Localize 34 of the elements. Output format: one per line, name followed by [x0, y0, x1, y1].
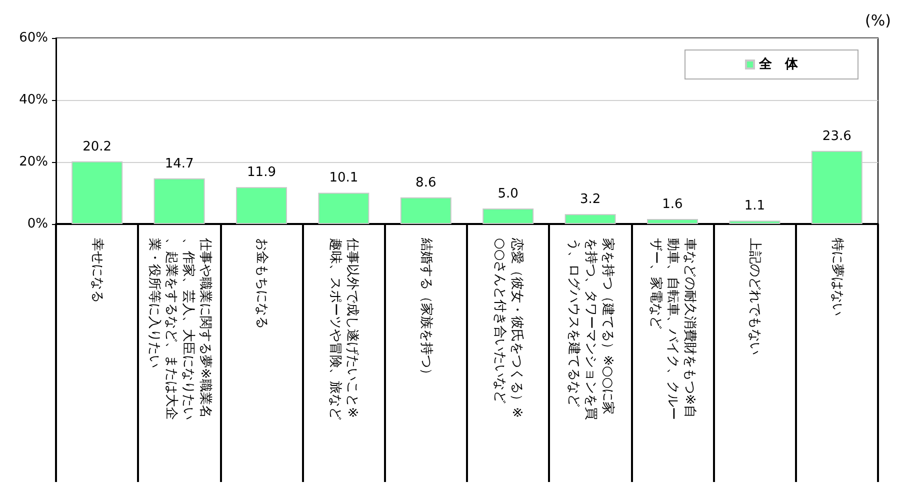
legend-label: 全 体 — [758, 57, 799, 72]
data-label: 20.2 — [82, 139, 112, 154]
bar — [729, 220, 780, 224]
data-label: 1.6 — [662, 197, 683, 212]
data-label: 23.6 — [822, 128, 852, 144]
bar — [564, 214, 616, 224]
bar — [236, 187, 287, 224]
x-tick-label: お金もちになる — [254, 238, 269, 329]
data-label: 8.6 — [416, 175, 436, 190]
bar — [482, 208, 534, 224]
y-tick-label: 60% — [19, 30, 48, 46]
y-tick-label: 20% — [19, 154, 48, 170]
x-tick-label: 家を持つ（建てる）※○○に家を持つ、タワーマンションを買う、ログハウスを建てるなど — [566, 238, 616, 420]
data-label: 1.1 — [744, 198, 766, 214]
data-label: 3.2 — [580, 192, 601, 208]
x-tick-label: 仕事や職業に関する夢※職業名、作家、芸人、大臣になりたい、起業をするなど、または大企業・役所等に入りたい — [146, 237, 212, 420]
y-tick-label: 0% — [27, 216, 48, 232]
x-tick-label: 車などの耐久消費財をもつ※自動車、自転車、バイク、クルーザー、家電など — [648, 238, 697, 420]
bar — [400, 197, 452, 224]
y-tick-label: 40% — [19, 92, 48, 108]
x-tick-label: 上記のどれでもない — [747, 238, 762, 355]
x-tick-label: 結婚する（家族を持つ） — [418, 237, 434, 381]
bar — [647, 219, 698, 224]
x-tick-label: 幸せになる — [90, 238, 105, 303]
bar — [318, 192, 370, 224]
y-axis-title: (%) — [865, 12, 892, 30]
x-tick-label: 仕事以外で成し遂げたいこと※趣味、スポーツや冒険、旅など — [328, 237, 360, 420]
data-label: 11.9 — [247, 165, 276, 180]
bar — [154, 178, 205, 224]
data-label: 5.0 — [498, 186, 518, 202]
x-tick-label: 恋愛（彼女・彼氏をつくる）※○○さんと付き合いたいなど — [492, 237, 526, 418]
data-label: 10.1 — [329, 170, 358, 186]
data-label: 14.7 — [164, 156, 194, 172]
x-tick-label: 特に夢はない — [829, 238, 844, 316]
